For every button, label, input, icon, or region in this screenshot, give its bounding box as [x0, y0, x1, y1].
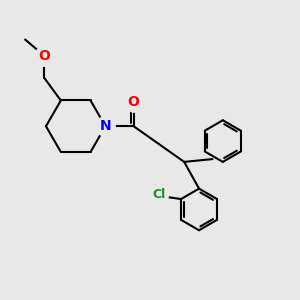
Text: Cl: Cl — [152, 188, 165, 201]
Text: O: O — [128, 95, 140, 110]
Text: N: N — [100, 119, 111, 133]
Text: O: O — [38, 49, 50, 63]
